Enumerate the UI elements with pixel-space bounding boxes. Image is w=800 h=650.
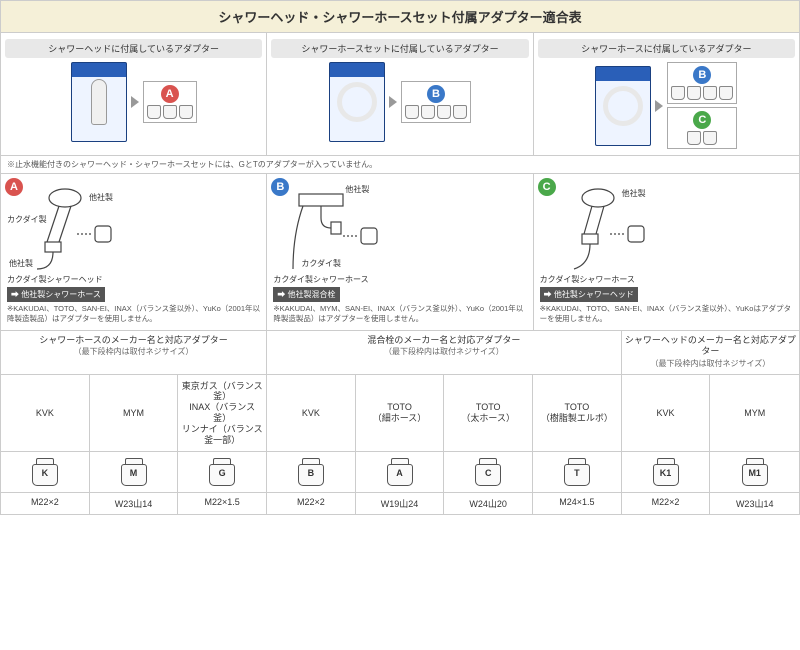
- diagram-tag: カクダイ製シャワーヘッド ➡ 他社製シャワーホース: [7, 274, 260, 302]
- thread-size-cell: W19山24: [356, 493, 445, 515]
- arrow-right-icon: [131, 96, 139, 108]
- mid-cell-C: C 他社製 カクダイ製シャワーホース ➡ 他社製シャワーヘッド ※KAKUDAI…: [534, 174, 799, 330]
- mid-cell-B: B 他社製 カクダイ製 カクダイ製シャワーホース ➡ 他社製混合栓 ※KAKUD…: [267, 174, 533, 330]
- top-cell-hose: シャワーホースに付属しているアダプター B C: [534, 33, 799, 155]
- maker-cell: TOTO（太ホース）: [444, 375, 533, 453]
- diagram-label: 他社製: [89, 192, 113, 203]
- top-cell-head: シャワーヘッドに付属しているアダプター A: [1, 33, 267, 155]
- product-package-hose: [595, 66, 651, 146]
- diagram-tag: カクダイ製シャワーホース ➡ 他社製混合栓: [273, 274, 526, 302]
- group-header: シャワーヘッドのメーカー名と対応アダプター（最下段枠内は取付ネジサイズ）: [622, 331, 799, 375]
- diagram-C-svg: [540, 184, 793, 274]
- adapter-group-B2: B: [667, 62, 737, 104]
- adapter-icon: M1: [740, 458, 770, 486]
- maker-cell: KVK: [267, 375, 356, 453]
- group-header: 混合栓のメーカー名と対応アダプター（最下段枠内は取付ネジサイズ）: [267, 331, 622, 375]
- arrow-right-icon: [389, 96, 397, 108]
- adapter-group-C: C: [667, 107, 737, 149]
- maker-cell: MYM: [90, 375, 179, 453]
- maker-cell: TOTO（樹脂製エルボ）: [533, 375, 622, 453]
- group-header: シャワーホースのメーカー名と対応アダプター（最下段枠内は取付ネジサイズ）: [1, 331, 267, 375]
- maker-cell: KVK: [622, 375, 711, 453]
- mid-diagram-row: A カクダイ製 他社製 他社製 カクダイ製シャワーヘッド ➡ 他社製シャワーホー…: [0, 174, 800, 331]
- diagram-A-svg: [7, 184, 260, 274]
- diagram-label: 他社製: [345, 184, 369, 195]
- adapter-icon-cell: C: [444, 452, 533, 493]
- adapter-icon-cell: M: [90, 452, 179, 493]
- thread-size-cell: W23山14: [90, 493, 179, 515]
- adapter-icon-cell: A: [356, 452, 445, 493]
- adapter-icon: M: [119, 458, 149, 486]
- adapter-icon-cell: G: [178, 452, 267, 493]
- maker-cell: KVK: [1, 375, 90, 453]
- badge-C-icon: C: [693, 111, 711, 129]
- product-package-hoseset: [329, 62, 385, 142]
- adapter-icon: C: [473, 458, 503, 486]
- adapter-group-B: B: [401, 81, 471, 123]
- diagram-tag: カクダイ製シャワーホース ➡ 他社製シャワーヘッド: [540, 274, 793, 302]
- maker-cell: MYM: [710, 375, 799, 453]
- page-title: シャワーヘッド・シャワーホースセット付属アダプター適合表: [0, 0, 800, 33]
- diagram-note: ※KAKUDAI、MYM、SAN-EI、INAX（バランス釜以外）、YuKo（2…: [273, 304, 526, 324]
- mid-cell-A: A カクダイ製 他社製 他社製 カクダイ製シャワーヘッド ➡ 他社製シャワーホー…: [1, 174, 267, 330]
- top-cell-hoseset: シャワーホースセットに付属しているアダプター B: [267, 33, 533, 155]
- adapter-icon-cell: B: [267, 452, 356, 493]
- top-cell-title: シャワーヘッドに付属しているアダプター: [5, 39, 262, 58]
- top-section-row: シャワーヘッドに付属しているアダプター A シャワーホースセットに付属しているア…: [0, 33, 800, 156]
- arrow-right-icon: [655, 100, 663, 112]
- bottom-table: シャワーホースのメーカー名と対応アダプター（最下段枠内は取付ネジサイズ）混合栓の…: [0, 331, 800, 516]
- adapter-icon: G: [207, 458, 237, 486]
- adapter-icon-cell: K: [1, 452, 90, 493]
- adapter-group-A: A: [143, 81, 197, 123]
- adapter-icon: A: [385, 458, 415, 486]
- adapter-icon: T: [562, 458, 592, 486]
- badge-B-icon: B: [427, 85, 445, 103]
- top-cell-title: シャワーホースセットに付属しているアダプター: [271, 39, 528, 58]
- diagram-label: カクダイ製: [301, 258, 341, 269]
- thread-size-cell: M22×2: [267, 493, 356, 515]
- thread-size-cell: W24山20: [444, 493, 533, 515]
- maker-cell: 東京ガス（バランス釜）INAX（バランス釜）リンナイ（バランス釜一部）: [178, 375, 267, 453]
- thread-size-cell: M22×2: [622, 493, 711, 515]
- product-package-head: [71, 62, 127, 142]
- thread-size-cell: M22×2: [1, 493, 90, 515]
- adapter-icon: B: [296, 458, 326, 486]
- thread-size-cell: W23山14: [710, 493, 799, 515]
- diagram-label: 他社製: [9, 258, 33, 269]
- diagram-note: ※KAKUDAI、TOTO、SAN-EI、INAX（バランス釜以外）、YuKo（…: [7, 304, 260, 324]
- maker-cell: TOTO（細ホース）: [356, 375, 445, 453]
- adapter-icon-cell: K1: [622, 452, 711, 493]
- diagram-note: ※KAKUDAI、TOTO、SAN-EI、INAX（バランス釜以外）、YuKoは…: [540, 304, 793, 324]
- badge-B-icon: B: [693, 66, 711, 84]
- badge-A-icon: A: [161, 85, 179, 103]
- adapter-icon-cell: M1: [710, 452, 799, 493]
- diagram-label: 他社製: [622, 188, 646, 199]
- adapter-icon-cell: T: [533, 452, 622, 493]
- adapter-icon: K1: [651, 458, 681, 486]
- top-footnote: ※止水機能付きのシャワーヘッド・シャワーホースセットには、GとTのアダプターが入…: [0, 156, 800, 174]
- adapter-icon: K: [30, 458, 60, 486]
- thread-size-cell: M24×1.5: [533, 493, 622, 515]
- thread-size-cell: M22×1.5: [178, 493, 267, 515]
- diagram-label: カクダイ製: [7, 214, 47, 225]
- top-cell-title: シャワーホースに付属しているアダプター: [538, 39, 795, 58]
